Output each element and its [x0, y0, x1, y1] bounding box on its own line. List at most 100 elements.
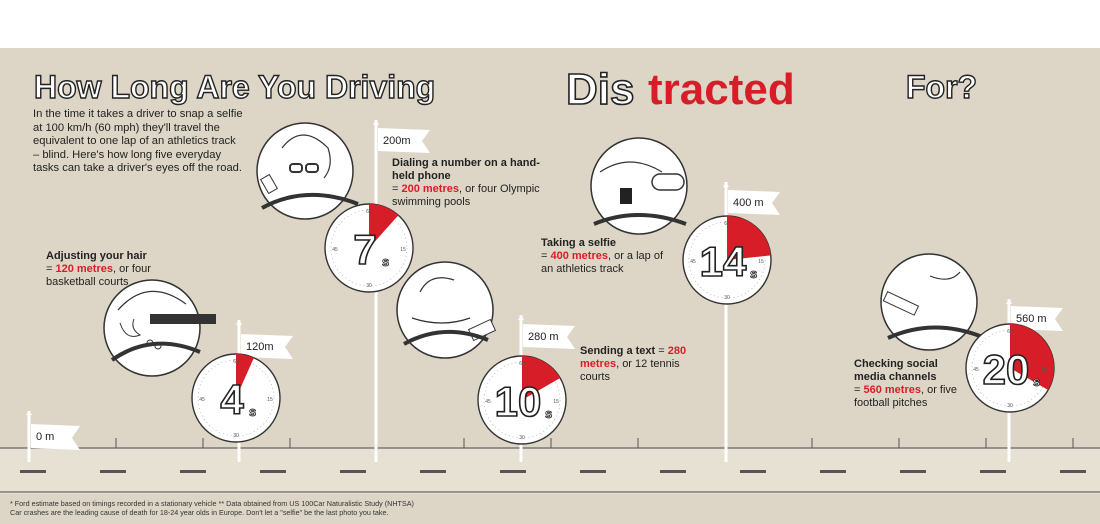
- road-dash: [820, 470, 846, 473]
- task-detail: = 120 metres, or four basketball courts: [46, 263, 186, 289]
- task-title: Sending a text: [580, 345, 656, 357]
- marker-1: 200m 60 15 30 45 7 s: [324, 120, 430, 462]
- dial-label: 45: [690, 259, 696, 265]
- flag-distance-label: 560 m: [1016, 313, 1047, 325]
- marker-3: 400 m 60 15 30 45 14 s: [682, 182, 780, 462]
- elapsed-time-wedge: [727, 216, 771, 260]
- steering-wheel-icon: [887, 325, 981, 340]
- seconds-value: 7: [353, 226, 376, 273]
- dial-label: 60: [1007, 329, 1013, 335]
- dial-label: 45: [199, 397, 205, 403]
- dial-ticks: [197, 359, 275, 437]
- task-comparison: , or four Olympic swimming pools: [392, 183, 540, 208]
- title-part2: For?: [906, 69, 977, 105]
- flag-cloth: [728, 190, 780, 215]
- dial-ticks: [688, 221, 766, 299]
- dial-label: 30: [233, 433, 239, 439]
- road-dash: [580, 470, 606, 473]
- task-distance: 200 metres: [401, 183, 459, 195]
- marker-2: 280 m 60 15 30 45 10 s: [477, 315, 575, 462]
- road-center-dashes: [20, 470, 1086, 473]
- flag-cloth: [241, 334, 293, 359]
- road-scene: 0 m: [0, 120, 1100, 494]
- hair-brush-icon: [150, 314, 216, 324]
- footnote: * Ford estimate based on timings recorde…: [10, 499, 414, 517]
- dial-ticks: [483, 361, 561, 439]
- steering-wheel-icon: [110, 341, 201, 362]
- dial-label: 15: [553, 399, 559, 405]
- road-dash: [180, 470, 206, 473]
- seconds-unit: s: [1033, 374, 1040, 389]
- task-detail: = 560 metres, or five football pitches: [854, 384, 966, 410]
- illustration-selfie: [590, 137, 688, 235]
- task-hair: Adjusting your hair = 120 metres, or fou…: [46, 250, 186, 289]
- footnote-warning: Car crashes are the leading cause of dea…: [10, 508, 389, 517]
- task-distance: 120 metres: [55, 263, 113, 275]
- task-distance: 280 metres: [580, 345, 687, 370]
- mobile-phone-icon: [259, 173, 279, 195]
- road-dash: [100, 470, 126, 473]
- dial-label: 60: [233, 359, 239, 365]
- elapsed-time-wedge: [236, 354, 254, 398]
- task-selfie: Taking a selfie = 400 metres, or a lap o…: [541, 237, 677, 276]
- infographic-canvas: How Long Are You Driving Dis tracted For…: [0, 48, 1100, 524]
- task-comparison: , or a lap of an athletics track: [541, 250, 664, 275]
- title-tracted: tracted: [648, 65, 795, 114]
- illustration-social: [880, 253, 981, 351]
- task-detail: = 200 metres, or four Olympic swimming p…: [392, 183, 542, 209]
- dial-ticks: [330, 209, 408, 287]
- task-prefix: =: [541, 250, 551, 262]
- task-title: Dialing a number on a hand-held phone: [392, 157, 540, 182]
- footnote-sources: * Ford estimate based on timings recorde…: [10, 499, 414, 508]
- flag-distance-label: 200m: [383, 135, 411, 147]
- task-text: Sending a text = 280 metres, or 12 tenni…: [580, 345, 690, 384]
- seconds-unit: s: [545, 406, 552, 421]
- flag-pole-tip: [373, 120, 379, 125]
- road-dash: [420, 470, 446, 473]
- flag-cloth: [1011, 306, 1063, 331]
- flag-distance-label: 120m: [246, 341, 274, 353]
- flag-pole-tip: [26, 411, 32, 415]
- flag-start: 0 m: [26, 411, 80, 462]
- road-dash: [660, 470, 686, 473]
- task-comparison: , or five football pitches: [854, 384, 958, 409]
- seconds-value: 4: [220, 376, 244, 423]
- flag-pole-tip: [518, 315, 524, 320]
- flag-distance-label: 280 m: [528, 331, 559, 343]
- dial-label: 60: [724, 221, 730, 227]
- task-title: Checking social media channels: [854, 358, 938, 383]
- road: [0, 448, 1100, 494]
- task-markers: 120m 60 15 30 45 4 s 200m 60 15 30 45 7 s 280 m 60 15 30 4…: [191, 120, 1063, 462]
- illustration-frame: [590, 137, 688, 235]
- task-distance: 400 metres: [550, 250, 608, 262]
- task-distance: 560 metres: [863, 384, 921, 396]
- road-dash: [900, 470, 926, 473]
- road-dash: [740, 470, 766, 473]
- task-title: Adjusting your hair: [46, 250, 147, 262]
- flag-cloth: [523, 324, 575, 349]
- dial-label: 15: [400, 247, 406, 253]
- intro-text: In the time it takes a driver to snap a …: [33, 108, 243, 175]
- task-comparison: , or 12 tennis courts: [580, 358, 680, 383]
- glasses-icon: [289, 163, 303, 173]
- elapsed-time-wedge: [1010, 324, 1055, 390]
- seconds-value: 20: [983, 346, 1030, 393]
- road-dash: [1060, 470, 1086, 473]
- seconds-value: 10: [495, 378, 542, 425]
- task-prefix: =: [46, 263, 56, 275]
- flag-distance-label: 400 m: [733, 197, 764, 209]
- dial-label: 30: [1007, 403, 1013, 409]
- steering-wheel-icon: [403, 330, 489, 346]
- dial-label: 45: [485, 399, 491, 405]
- dial-label: 30: [519, 435, 525, 441]
- flag-cloth: [31, 424, 80, 450]
- mobile-phone-icon: [882, 291, 920, 316]
- road-dash: [340, 470, 366, 473]
- flag-pole-tip: [236, 320, 242, 325]
- illustration-text: [396, 261, 497, 359]
- steering-wheel-icon: [261, 192, 359, 210]
- dial-label: 15: [267, 397, 273, 403]
- title-dis: Dis: [566, 65, 634, 114]
- dial-label: 60: [366, 209, 372, 215]
- illustration-frame: [396, 261, 494, 359]
